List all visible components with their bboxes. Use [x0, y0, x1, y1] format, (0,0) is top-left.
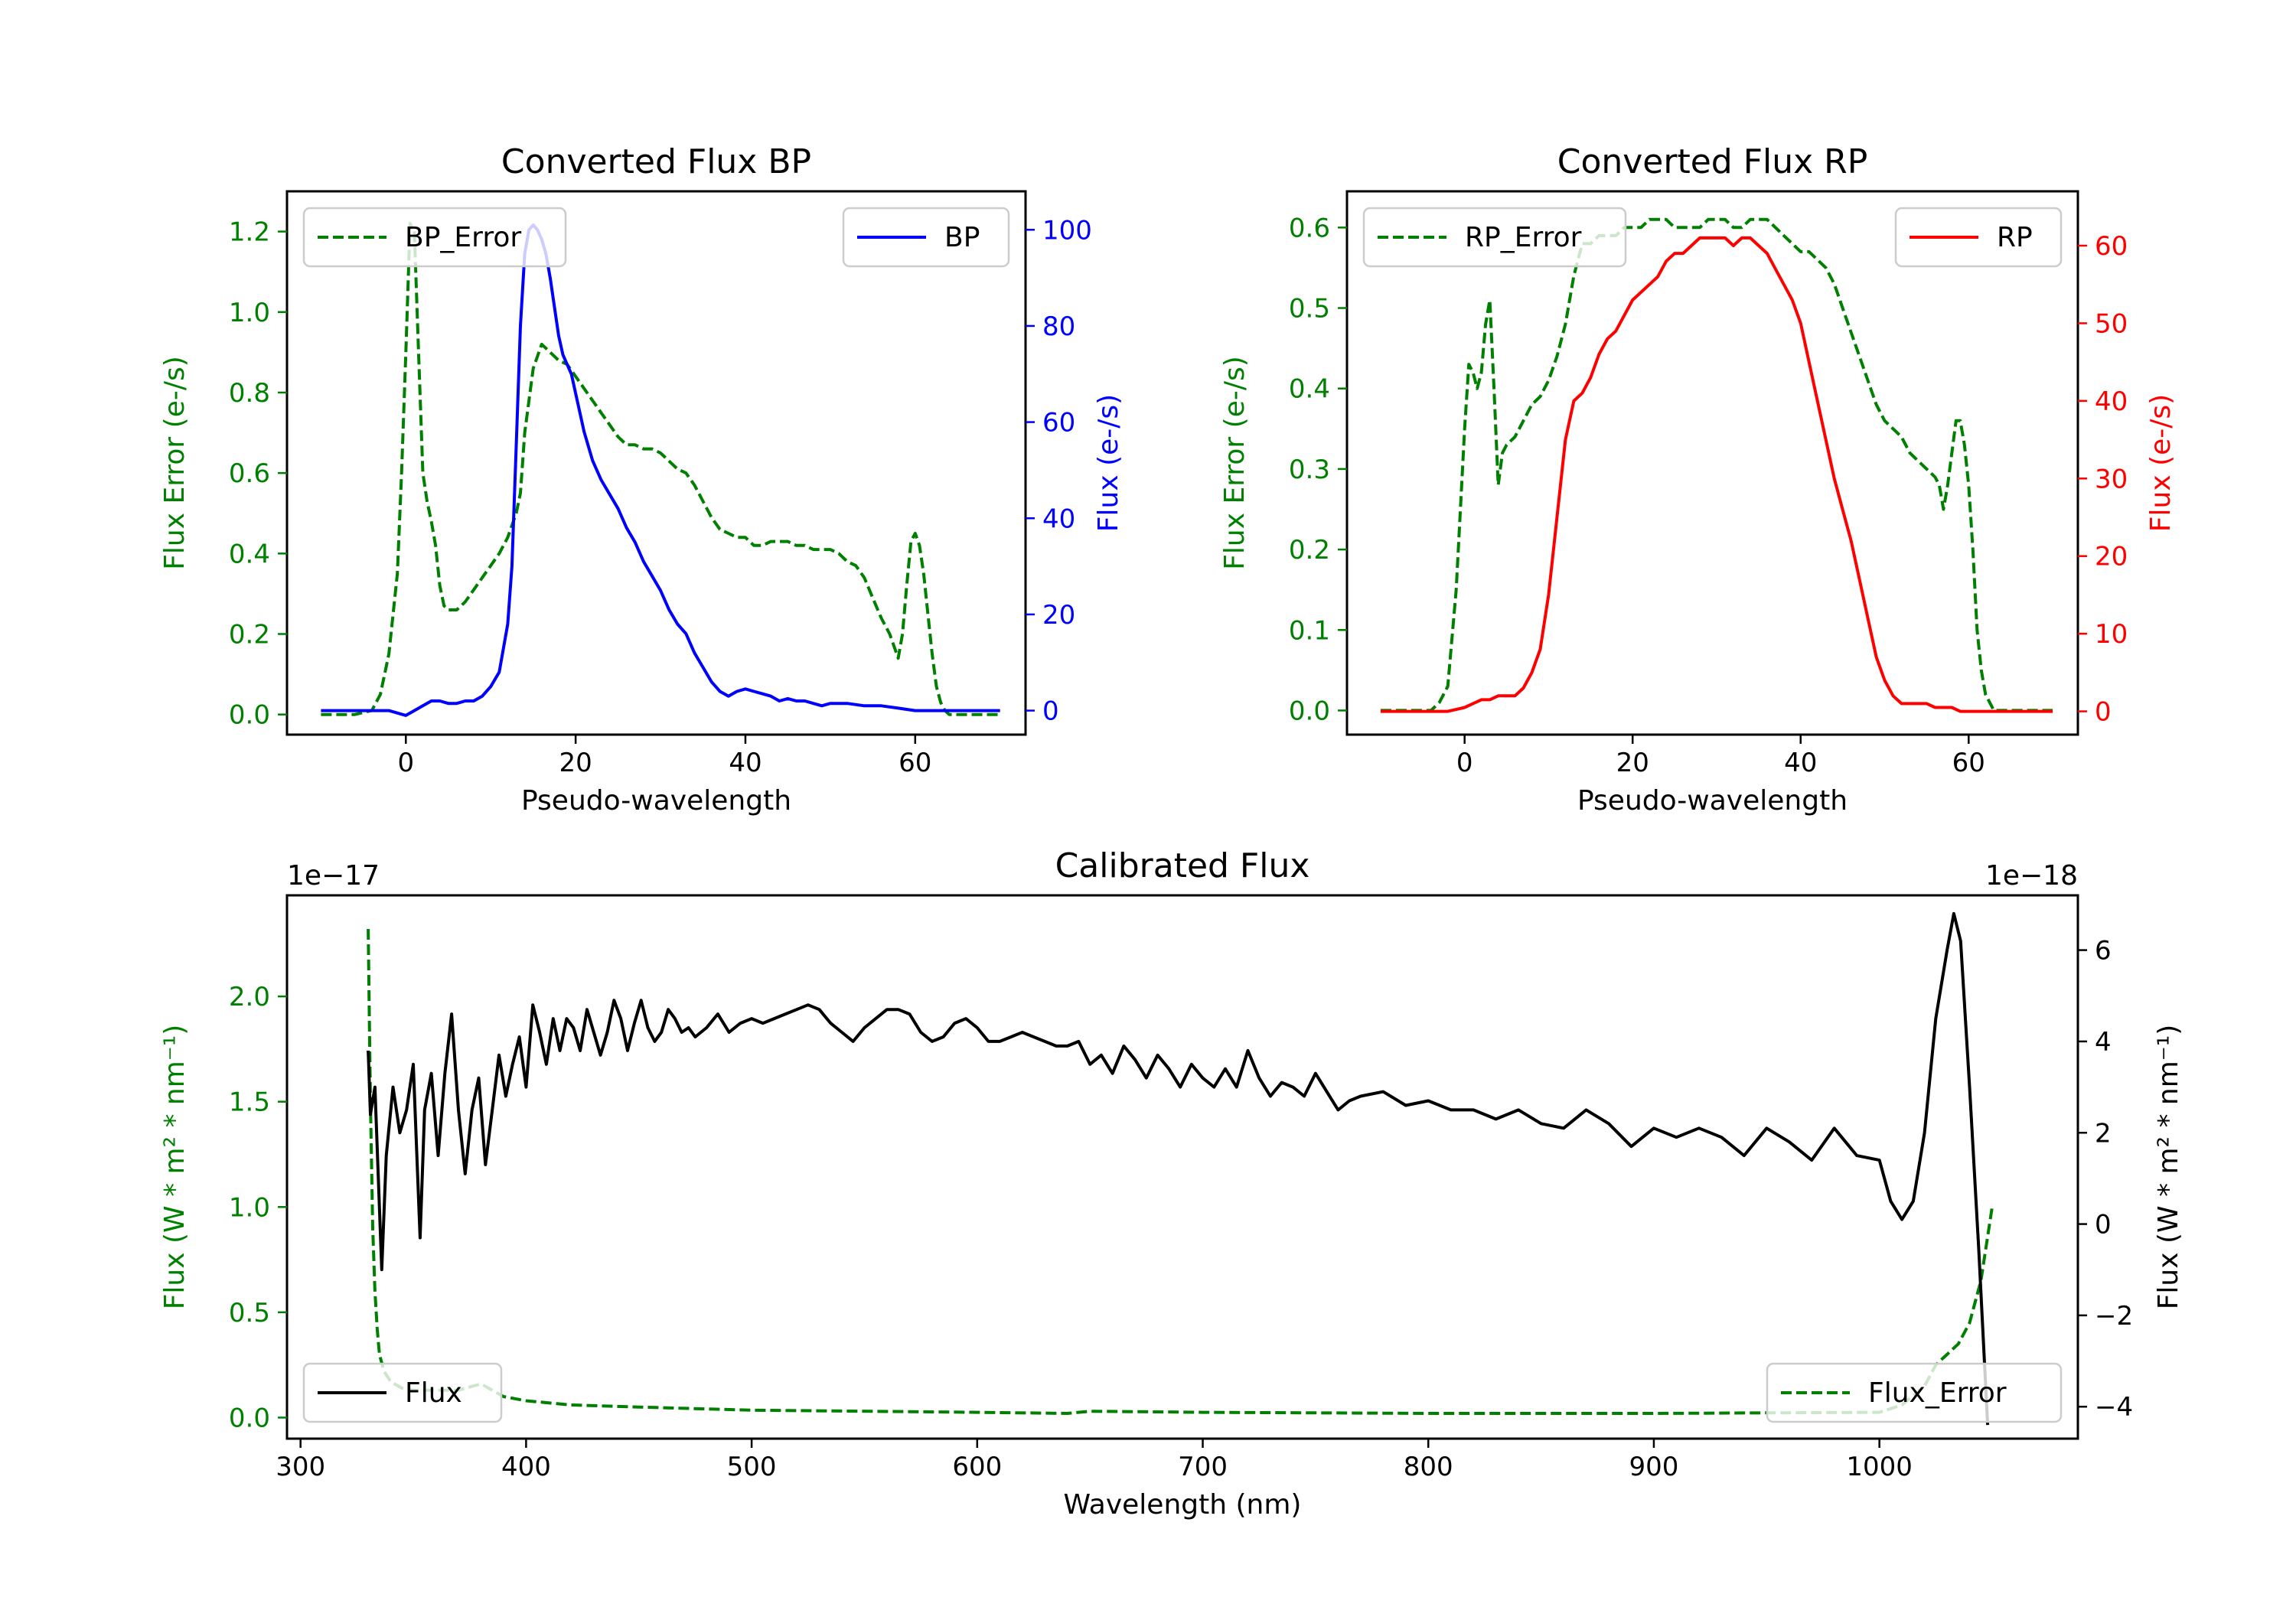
cal-panel: 300 400 500 600 700 800 900 1000 Wavelength (nm)… [159, 846, 2184, 1521]
legend-label: Flux_Error [1868, 1377, 2007, 1409]
bp-x-tick-label: 60 [899, 748, 931, 778]
rp-x-tick-label: 0 [1456, 748, 1473, 778]
bp-x-tick-label: 40 [729, 748, 762, 778]
cal-x-tick-label: 400 [501, 1452, 551, 1482]
bp-series-bp-error [321, 222, 1000, 716]
rp-x-tick-label: 60 [1952, 748, 1985, 778]
rp-series-rp [1380, 236, 2053, 713]
bp-right-y-tick-label: 100 [1042, 215, 1092, 246]
cal-x-axis-label: Wavelength (nm) [1064, 1489, 1302, 1521]
bp-series-bp [321, 223, 1000, 717]
cal-right-offset-text: 1e−18 [1985, 860, 2078, 892]
cal-title: Calibrated Flux [1055, 846, 1310, 885]
cal-x-tick-label: 700 [1178, 1452, 1228, 1482]
rp-right-y-tick-label: 30 [2095, 464, 2128, 494]
rp-right-y-tick-label: 20 [2095, 542, 2128, 572]
bp-right-y-tick-label: 40 [1042, 504, 1075, 534]
legend-label: RP_Error [1465, 222, 1582, 253]
legend-label: BP [944, 222, 980, 253]
rp-series-rp-error [1380, 217, 2053, 712]
bp-right-y-tick-label: 80 [1042, 311, 1075, 342]
bp-left-y-tick-label: 1.0 [229, 298, 270, 328]
bp-legend-bp: BP [842, 207, 1010, 268]
cal-x-tick-label: 300 [276, 1452, 325, 1482]
rp-left-y-tick-label: 0.2 [1289, 535, 1330, 566]
cal-x-tick-label: 600 [952, 1452, 1002, 1482]
rp-right-y-tick-label: 60 [2095, 231, 2128, 262]
cal-axes-frame [285, 894, 2079, 1440]
legend-box [302, 1362, 503, 1423]
rp-left-y-tick-label: 0.5 [1289, 294, 1330, 324]
bp-x-tick-label: 20 [559, 748, 592, 778]
bp-left-y-tick-label: 0.4 [229, 539, 270, 569]
cal-x-tick-label: 500 [727, 1452, 777, 1482]
rp-left-y-tick-label: 0.3 [1289, 455, 1330, 485]
cal-legend-flux-error: Flux_Error [1766, 1362, 2063, 1423]
legend-box [1766, 1362, 2063, 1423]
bp-left-y-tick-label: 0.0 [229, 700, 270, 731]
bp-x-axis-label: Pseudo-wavelength [521, 785, 791, 817]
bp-axes-frame [285, 190, 1027, 736]
cal-right-y-tick-label: 0 [2095, 1210, 2112, 1240]
cal-right-y-tick-label: 4 [2095, 1027, 2112, 1058]
cal-left-offset-text: 1e−17 [287, 860, 380, 892]
cal-left-y-tick-label: 2.0 [229, 982, 270, 1012]
cal-legend-flux: Flux [302, 1362, 503, 1423]
rp-axes-frame [1345, 190, 2079, 736]
rp-right-y-tick-label: 10 [2095, 619, 2128, 650]
cal-x-tick-label: 1000 [1846, 1452, 1913, 1482]
cal-series-flux [367, 911, 1990, 1426]
cal-left-y-tick-label: 0.0 [229, 1403, 270, 1433]
cal-right-y-tick-label: 2 [2095, 1118, 2112, 1149]
legend-box [302, 207, 567, 268]
rp-left-y-tick-label: 0.1 [1289, 615, 1330, 646]
bp-legend-bp-error: BP_Error [302, 207, 567, 268]
bp-right-y-axis-label: Flux (e-/s) [1093, 394, 1124, 532]
rp-right-y-tick-label: 0 [2095, 697, 2112, 728]
cal-right-y-tick-label: −4 [2095, 1392, 2133, 1423]
bp-left-y-tick-label: 0.8 [229, 378, 270, 409]
legend-label: BP_Error [405, 222, 521, 253]
bp-right-y-tick-label: 60 [1042, 408, 1075, 438]
bp-left-y-tick-label: 0.6 [229, 458, 270, 489]
rp-right-y-tick-label: 50 [2095, 308, 2128, 339]
bp-left-y-tick-label: 0.2 [229, 620, 270, 650]
bp-x-tick-label: 0 [397, 748, 414, 778]
cal-left-y-tick-label: 0.5 [229, 1298, 270, 1328]
chart-layer: 0 20 40 60Pseudo-wavelength0.00.20.40.60.81… [159, 142, 2184, 1521]
bp-left-y-axis-label: Flux Error (e-/s) [159, 356, 191, 570]
cal-right-y-tick-label: 6 [2095, 936, 2112, 966]
rp-left-y-tick-label: 0.0 [1289, 696, 1330, 726]
rp-right-y-axis-label: Flux (e-/s) [2145, 394, 2177, 532]
rp-x-axis-label: Pseudo-wavelength [1577, 785, 1848, 817]
rp-legend-rp: RP [1894, 207, 2063, 268]
rp-title: Converted Flux RP [1557, 142, 1868, 181]
rp-panel: 0 20 40 60 Pseudo-wavelength 0.0 0.1 0.2 0.3 0.4 0… [1219, 142, 2177, 817]
cal-right-y-tick-label: −2 [2095, 1301, 2133, 1332]
legend-label: RP [1997, 222, 2033, 253]
cal-right-y-axis-label: Flux (W * m² * nm⁻¹) [2153, 1025, 2184, 1310]
bp-left-y-tick-label: 1.2 [229, 217, 270, 248]
legend-label: Flux [405, 1377, 462, 1409]
rp-left-y-axis-label: Flux Error (e-/s) [1219, 356, 1251, 570]
rp-right-y-tick-label: 40 [2095, 386, 2128, 417]
cal-left-y-tick-label: 1.0 [229, 1192, 270, 1223]
cal-x-tick-label: 900 [1629, 1452, 1678, 1482]
rp-x-tick-label: 40 [1784, 748, 1817, 778]
bp-panel: 0 20 40 60 Pseudo-wavelength 0.0 0.2 0.4 0.6 0.8 1… [159, 142, 1124, 817]
bp-right-y-tick-label: 20 [1042, 600, 1075, 631]
bp-right-y-tick-label: 0 [1042, 696, 1059, 727]
rp-left-y-tick-label: 0.6 [1289, 213, 1330, 243]
bp-title: Converted Flux BP [501, 142, 811, 181]
rp-legend-rp-error: RP_Error [1362, 207, 1627, 268]
cal-left-y-axis-label: Flux (W * m² * nm⁻¹) [159, 1025, 191, 1310]
rp-left-y-tick-label: 0.4 [1289, 374, 1330, 405]
rp-x-tick-label: 20 [1616, 748, 1649, 778]
cal-left-y-tick-label: 1.5 [229, 1087, 270, 1118]
cal-x-tick-label: 800 [1404, 1452, 1453, 1482]
legend-box [1362, 207, 1627, 268]
